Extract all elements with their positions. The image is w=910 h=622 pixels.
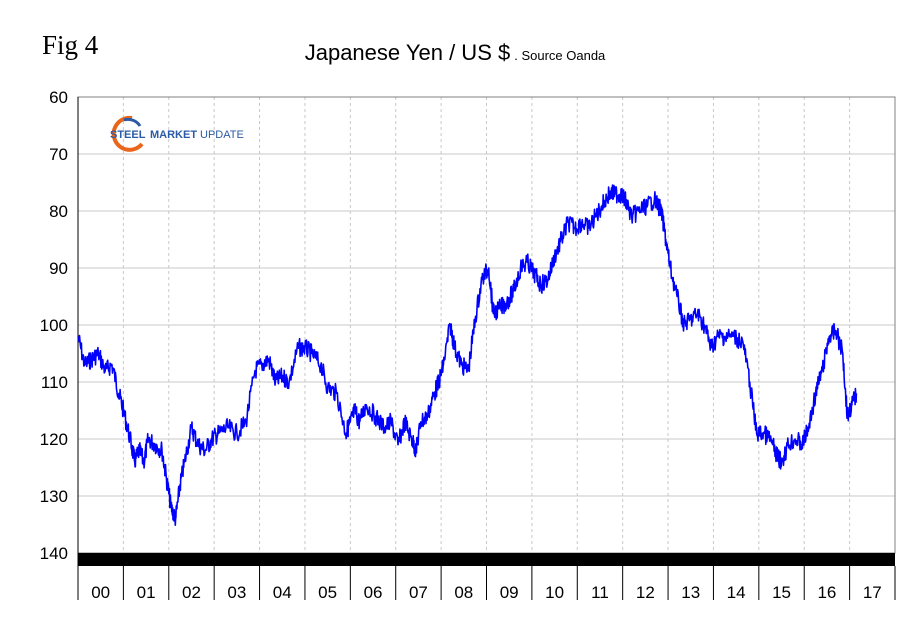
- x-tick-label: 10: [545, 583, 564, 602]
- x-tick-label: 05: [318, 583, 337, 602]
- svg-text:MARKET: MARKET: [150, 129, 197, 141]
- x-tick-label: 01: [137, 583, 156, 602]
- y-tick-label: 60: [49, 88, 68, 107]
- x-tick-label: 08: [454, 583, 473, 602]
- y-tick-label: 120: [40, 430, 68, 449]
- x-axis-band: [78, 553, 895, 566]
- x-tick-label: 15: [772, 583, 791, 602]
- svg-text:STEEL: STEEL: [110, 129, 146, 141]
- svg-text:UPDATE: UPDATE: [200, 129, 244, 141]
- x-tick-label: 09: [500, 583, 519, 602]
- series-lines: [77, 184, 858, 526]
- x-tick-label: 02: [182, 583, 201, 602]
- x-tick-label: 03: [227, 583, 246, 602]
- x-tick-label: 12: [636, 583, 655, 602]
- x-tick-label: 11: [591, 583, 609, 602]
- x-tick-label: 14: [727, 583, 746, 602]
- series-line: [77, 184, 858, 526]
- y-axis-tick-labels: 60 70 80 90 100 110 120 130 140: [40, 88, 68, 563]
- y-tick-label: 90: [49, 259, 68, 278]
- chart-title-main: Japanese Yen / US $: [304, 40, 511, 65]
- axis-band: [78, 553, 895, 566]
- y-tick-label: 80: [49, 202, 68, 221]
- x-tick-label: 04: [273, 583, 292, 602]
- x-tick-label: 06: [364, 583, 383, 602]
- x-axis-tick-labels: 00 01 02 03 04 05 06 07 08 09 10 11 12 13 14 15 16 17: [77, 566, 896, 602]
- y-tick-label: 110: [41, 373, 68, 392]
- chart-source: . Source Oanda: [514, 48, 606, 63]
- x-tick-label: 17: [863, 583, 882, 602]
- x-tick-label: 07: [409, 583, 428, 602]
- y-tick-label: 130: [40, 487, 68, 506]
- chart-title: Japanese Yen / US $. Source Oanda: [0, 40, 910, 66]
- x-tick-label: 00: [91, 583, 110, 602]
- steel-market-update-logo: STEEL MARKET UPDATE: [110, 115, 244, 152]
- y-tick-label: 140: [40, 544, 68, 563]
- horizontal-gridlines: [78, 96, 895, 554]
- x-tick-label: 16: [817, 583, 836, 602]
- y-tick-label: 100: [40, 316, 68, 335]
- y-tick-label: 70: [49, 145, 68, 164]
- x-tick-label: 13: [681, 583, 700, 602]
- figure-label: Fig 4: [42, 30, 99, 60]
